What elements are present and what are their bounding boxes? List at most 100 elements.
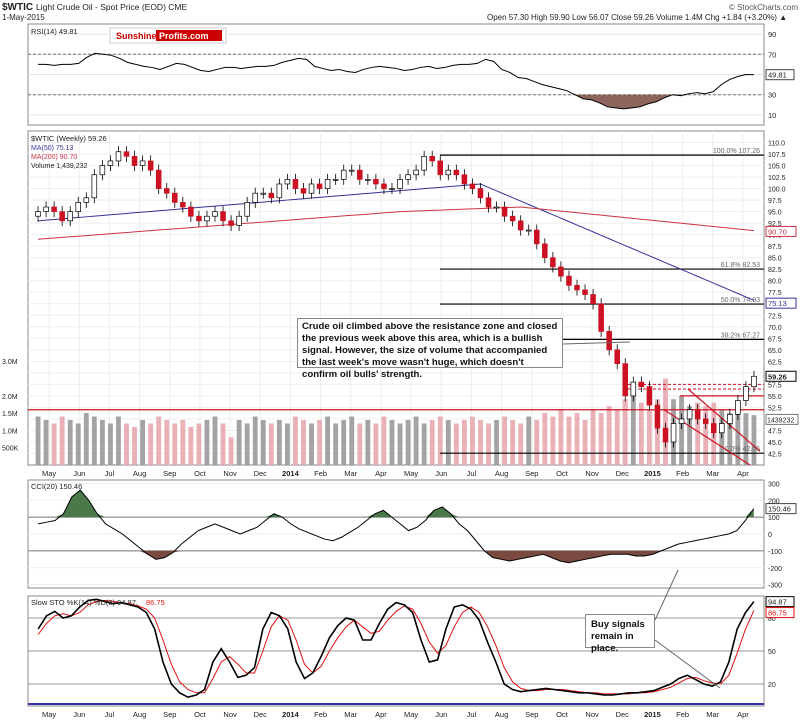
- candle-body: [397, 179, 403, 189]
- x-axis-label-bottom: Apr: [737, 710, 749, 719]
- rsi-last-box: [765, 69, 795, 81]
- sto-k-last-box: [765, 596, 795, 608]
- cci-tick-label: -200: [768, 566, 782, 573]
- candle-body: [35, 211, 41, 217]
- volume-bar: [461, 420, 467, 465]
- x-axis-label-bottom: 2014: [282, 710, 300, 719]
- price-title: $WTIC (Weekly) 59.26: [31, 134, 107, 143]
- candle-body: [670, 423, 677, 443]
- price-tick-label: 87.5: [768, 244, 782, 251]
- candle-body: [131, 155, 138, 166]
- candle-body: [534, 229, 540, 245]
- price-tick-label: 47.5: [768, 428, 782, 435]
- x-axis-label-bottom: Apr: [375, 710, 387, 719]
- candle-body: [107, 160, 114, 166]
- candle-body: [188, 206, 194, 217]
- candle-body: [437, 160, 444, 176]
- volume-bar: [156, 416, 162, 465]
- volume-bar: [67, 420, 73, 465]
- sto-d-last-value: 86.75: [768, 609, 787, 618]
- volume-bar: [445, 420, 451, 465]
- price-tick-label: 100.0: [768, 187, 786, 194]
- price-tick-label: 85.0: [768, 256, 782, 263]
- volume-bar: [83, 413, 89, 465]
- volume-bar: [108, 423, 113, 465]
- rsi-line: [38, 52, 754, 110]
- brand-profits: Profits.com: [159, 31, 209, 41]
- volume-bar: [148, 423, 154, 465]
- annotation-resistance: Crude oil climbed above the resistance z…: [297, 318, 563, 380]
- candle-body: [389, 188, 395, 190]
- volume-last-box: [765, 413, 799, 425]
- x-axis-label-bottom: Oct: [556, 710, 569, 719]
- price-tick-label: 57.5: [768, 382, 782, 389]
- x-axis-label-bottom: Jun: [73, 710, 85, 719]
- cci-line: [38, 489, 755, 564]
- cci-last-value: 150.46: [768, 505, 791, 514]
- fib-level-label: 50.0% 74.93: [721, 297, 760, 304]
- price-tick-label: 102.5: [768, 175, 786, 182]
- price-tick-label: 92.5: [768, 221, 782, 228]
- candle-body: [485, 197, 492, 208]
- ma200-line: [37, 206, 755, 240]
- price-tick-label: 95.0: [768, 210, 782, 217]
- candle-body: [357, 169, 363, 180]
- volume-bar: [51, 423, 57, 465]
- candle-body: [525, 229, 532, 232]
- candle-body: [180, 202, 186, 208]
- candle-body: [373, 179, 379, 185]
- candle-body: [115, 151, 122, 162]
- x-axis-label-bottom: Jul: [467, 710, 477, 719]
- candle-body: [550, 257, 556, 268]
- x-axis-label-bottom: Sep: [525, 710, 538, 719]
- volume-tick-label: 2.0M: [2, 394, 18, 401]
- price-panel: [27, 130, 765, 466]
- x-axis-label-bottom: 2015: [644, 710, 661, 719]
- volume-bar: [172, 423, 178, 465]
- header-symbol: $WTIC: [2, 2, 33, 13]
- sto-tick-label: 50: [768, 649, 776, 656]
- price-tick-label: 62.5: [768, 359, 782, 366]
- header-copyright: © StockCharts.com: [729, 3, 798, 12]
- x-axis-label: Nov: [223, 469, 237, 478]
- rsi-tick-label: 30: [768, 91, 776, 100]
- candle-body: [638, 381, 645, 388]
- price-tick-label: 72.5: [768, 313, 782, 320]
- x-axis-label-bottom: Dec: [616, 710, 630, 719]
- cci-tick-label: -300: [768, 583, 782, 590]
- x-axis-label: Aug: [495, 469, 508, 478]
- candle-body: [172, 192, 178, 203]
- candle-body: [236, 215, 242, 226]
- volume-bar: [75, 423, 81, 465]
- candle-body: [365, 179, 371, 181]
- volume-bar: [437, 416, 443, 465]
- candle-body: [445, 169, 452, 176]
- volume-bar: [268, 423, 274, 465]
- rsi-tick-label: 10: [768, 111, 776, 120]
- candle-body: [212, 211, 218, 217]
- candle-body: [566, 275, 572, 286]
- volume-bar: [91, 416, 97, 465]
- volume-bar: [389, 420, 395, 465]
- volume-bar: [132, 426, 137, 465]
- x-axis-label-bottom: Oct: [194, 710, 207, 719]
- sto-title: Slow STO %K(14) %D(3) 94.87,: [31, 598, 138, 607]
- volume-bar: [164, 420, 170, 465]
- x-axis-label-bottom: Feb: [314, 710, 327, 719]
- volume-bar: [260, 420, 266, 465]
- price-tick-label: 107.5: [768, 152, 786, 159]
- x-axis-label: Apr: [737, 469, 749, 478]
- x-axis-label-bottom: Nov: [223, 710, 237, 719]
- candle-body: [614, 349, 620, 364]
- ma50-last-value: 75.13: [768, 299, 787, 308]
- candle-body: [83, 197, 90, 203]
- volume-bar: [486, 423, 491, 465]
- x-axis-label: Oct: [556, 469, 569, 478]
- volume-bar: [735, 409, 741, 465]
- sto-tick-label: 20: [768, 682, 776, 689]
- fib-level-label: 0.0% 42.56: [725, 446, 761, 453]
- legend-volume: Volume 1,439,232: [31, 163, 88, 170]
- volume-tick-label: 1.5M: [2, 411, 18, 418]
- legend-ma200: MA(200) 90.70: [31, 154, 77, 161]
